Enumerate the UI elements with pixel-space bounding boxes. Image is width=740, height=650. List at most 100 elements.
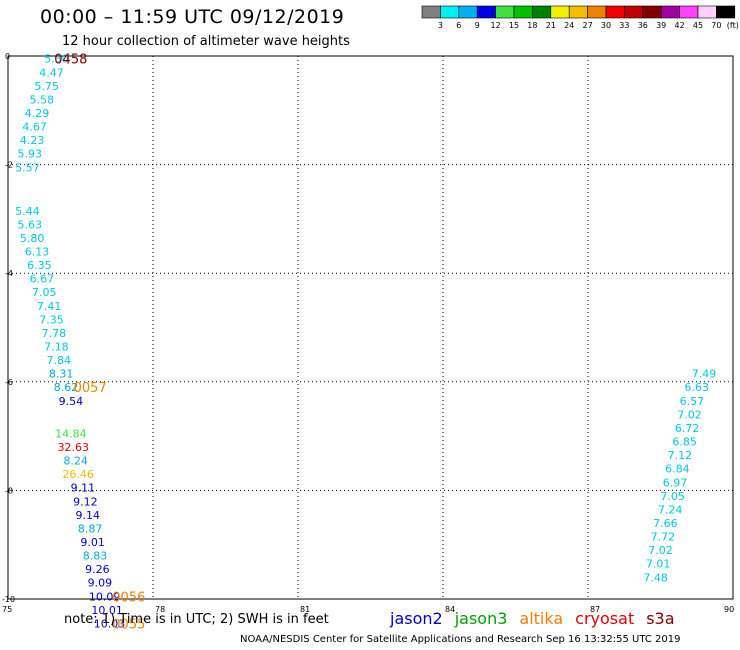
wave-height-value: 6.63: [685, 381, 710, 394]
color-swatch: [421, 5, 441, 19]
wave-height-value: 7.49: [692, 368, 717, 381]
wave-height-value: 7.05: [32, 286, 57, 299]
color-swatch: [476, 5, 496, 19]
x-tick-label: 84: [445, 605, 455, 614]
wave-height-value: 6.97: [663, 476, 688, 489]
color-swatch: [587, 5, 607, 19]
color-bin-label: 39: [656, 21, 666, 30]
satellite-name: jason3: [454, 609, 508, 628]
wave-height-value: 7.02: [677, 408, 702, 421]
wave-height-value: 7.66: [653, 517, 678, 530]
color-bin-label: 45: [693, 21, 703, 30]
wave-height-value: 6.35: [27, 259, 52, 272]
wave-height-value: 9.01: [80, 536, 105, 549]
color-bin-label: 30: [601, 21, 611, 30]
wave-height-value: 7.05: [660, 490, 685, 503]
color-bin-label: 9: [475, 21, 480, 30]
data-marks: 5.304.475.755.584.294.674.235.935.57 5.44…: [15, 53, 716, 633]
wave-height-value: 4.67: [22, 121, 47, 134]
x-tick-label: 90: [724, 605, 734, 614]
wave-height-value: 5.93: [18, 148, 43, 161]
wave-height-value: 8.31: [49, 368, 74, 381]
wave-height-value: 10.03: [94, 617, 126, 630]
color-swatch: [624, 5, 644, 19]
color-bin-label: 24: [564, 21, 574, 30]
x-tick-label: 87: [590, 605, 600, 614]
chart-title: 00:00 – 11:59 UTC 09/12/2019: [40, 6, 345, 28]
wave-height-value: 9.12: [73, 495, 98, 508]
footer-note: note: 1) Time is in UTC; 2) SWH is in fe…: [64, 612, 329, 627]
wave-height-value: 5.63: [18, 218, 43, 231]
satellite-name: altika: [519, 609, 564, 628]
color-bin-label: 15: [509, 21, 519, 30]
wave-height-value: 8.87: [78, 522, 103, 535]
color-bin-label: 3: [438, 21, 443, 30]
color-swatch: [660, 5, 680, 19]
chart-grid: [7, 55, 734, 600]
color-swatch: [716, 5, 736, 19]
color-bin-label: 27: [583, 21, 593, 30]
color-swatch: [605, 5, 625, 19]
y-tick-label: -2: [5, 161, 13, 170]
wave-height-value: 7.18: [44, 341, 69, 354]
y-tick-label: -6: [5, 378, 13, 387]
color-bin-label: 70: [711, 21, 721, 30]
wave-height-value: 6.13: [25, 245, 50, 258]
wave-height-value: 5.57: [15, 161, 40, 174]
wave-height-value: 5.80: [20, 232, 45, 245]
wave-height-value: 9.54: [59, 395, 84, 408]
axis-ticks: 75 78 81 84 87 90 0 -2 -4 -6 -8 -10: [2, 52, 734, 614]
satellite-name: s3a: [646, 609, 675, 628]
y-tick-label: -10: [2, 595, 15, 604]
color-bin-label: 33: [619, 21, 629, 30]
wave-height-value: 8.62: [54, 381, 79, 394]
wave-height-value: 4.23: [20, 134, 45, 147]
y-tick-label: -8: [5, 486, 13, 495]
wave-height-value: 7.35: [39, 313, 64, 326]
wave-height-value: 8.83: [83, 550, 108, 563]
satellite-name: cryosat: [575, 609, 635, 628]
color-swatch: [642, 5, 662, 19]
wave-height-value: 7.01: [646, 558, 671, 571]
color-bin-label: 6: [456, 21, 461, 30]
color-bin-label: 12: [491, 21, 501, 30]
wave-height-value: 9.09: [88, 577, 113, 590]
wave-height-value: 5.75: [34, 80, 59, 93]
color-swatch: [568, 5, 588, 19]
wave-height-value: 7.41: [37, 300, 62, 313]
x-tick-label: 78: [155, 605, 165, 614]
wave-height-value: 6.72: [675, 422, 700, 435]
color-swatch: [495, 5, 515, 19]
x-tick-label: 75: [2, 605, 12, 614]
wave-height-value: 9.26: [85, 563, 110, 576]
wave-height-value: 7.24: [658, 503, 683, 516]
color-bin-label: 18: [527, 21, 537, 30]
color-swatch: [458, 5, 478, 19]
color-swatch: [532, 5, 552, 19]
wave-height-value: 7.84: [47, 354, 72, 367]
y-tick-label: -4: [5, 269, 13, 278]
wave-height-value: 6.67: [30, 273, 55, 286]
satellite-name: jason2: [390, 609, 443, 628]
color-swatch: [697, 5, 717, 19]
color-swatch: [550, 5, 570, 19]
pass-time-label: 0057: [74, 381, 107, 396]
wave-height-value: 26.46: [62, 468, 94, 481]
color-bin-label: 42: [675, 21, 685, 30]
color-swatch: [513, 5, 533, 19]
plot-frame: [7, 55, 734, 600]
wave-height-value: 4.47: [39, 66, 64, 79]
wave-height-value: 7.12: [668, 449, 693, 462]
satellite-legend: jason2 jason3 altika cryosat s3a: [390, 609, 687, 628]
footer-credit: NOAA/NESDIS Center for Satellite Applica…: [240, 634, 681, 645]
wave-height-value: 5.44: [15, 205, 40, 218]
wave-height-value: 32.63: [58, 441, 90, 454]
wave-height-value: 9.14: [76, 509, 101, 522]
wave-height-value: 6.57: [680, 395, 705, 408]
chart-subtitle: 12 hour collection of altimeter wave hei…: [62, 34, 350, 49]
y-tick-label: 0: [5, 52, 10, 61]
wave-height-value: 7.72: [651, 531, 676, 544]
pass-time-label: 0056: [112, 590, 145, 605]
wave-height-value: 8.24: [63, 455, 88, 468]
